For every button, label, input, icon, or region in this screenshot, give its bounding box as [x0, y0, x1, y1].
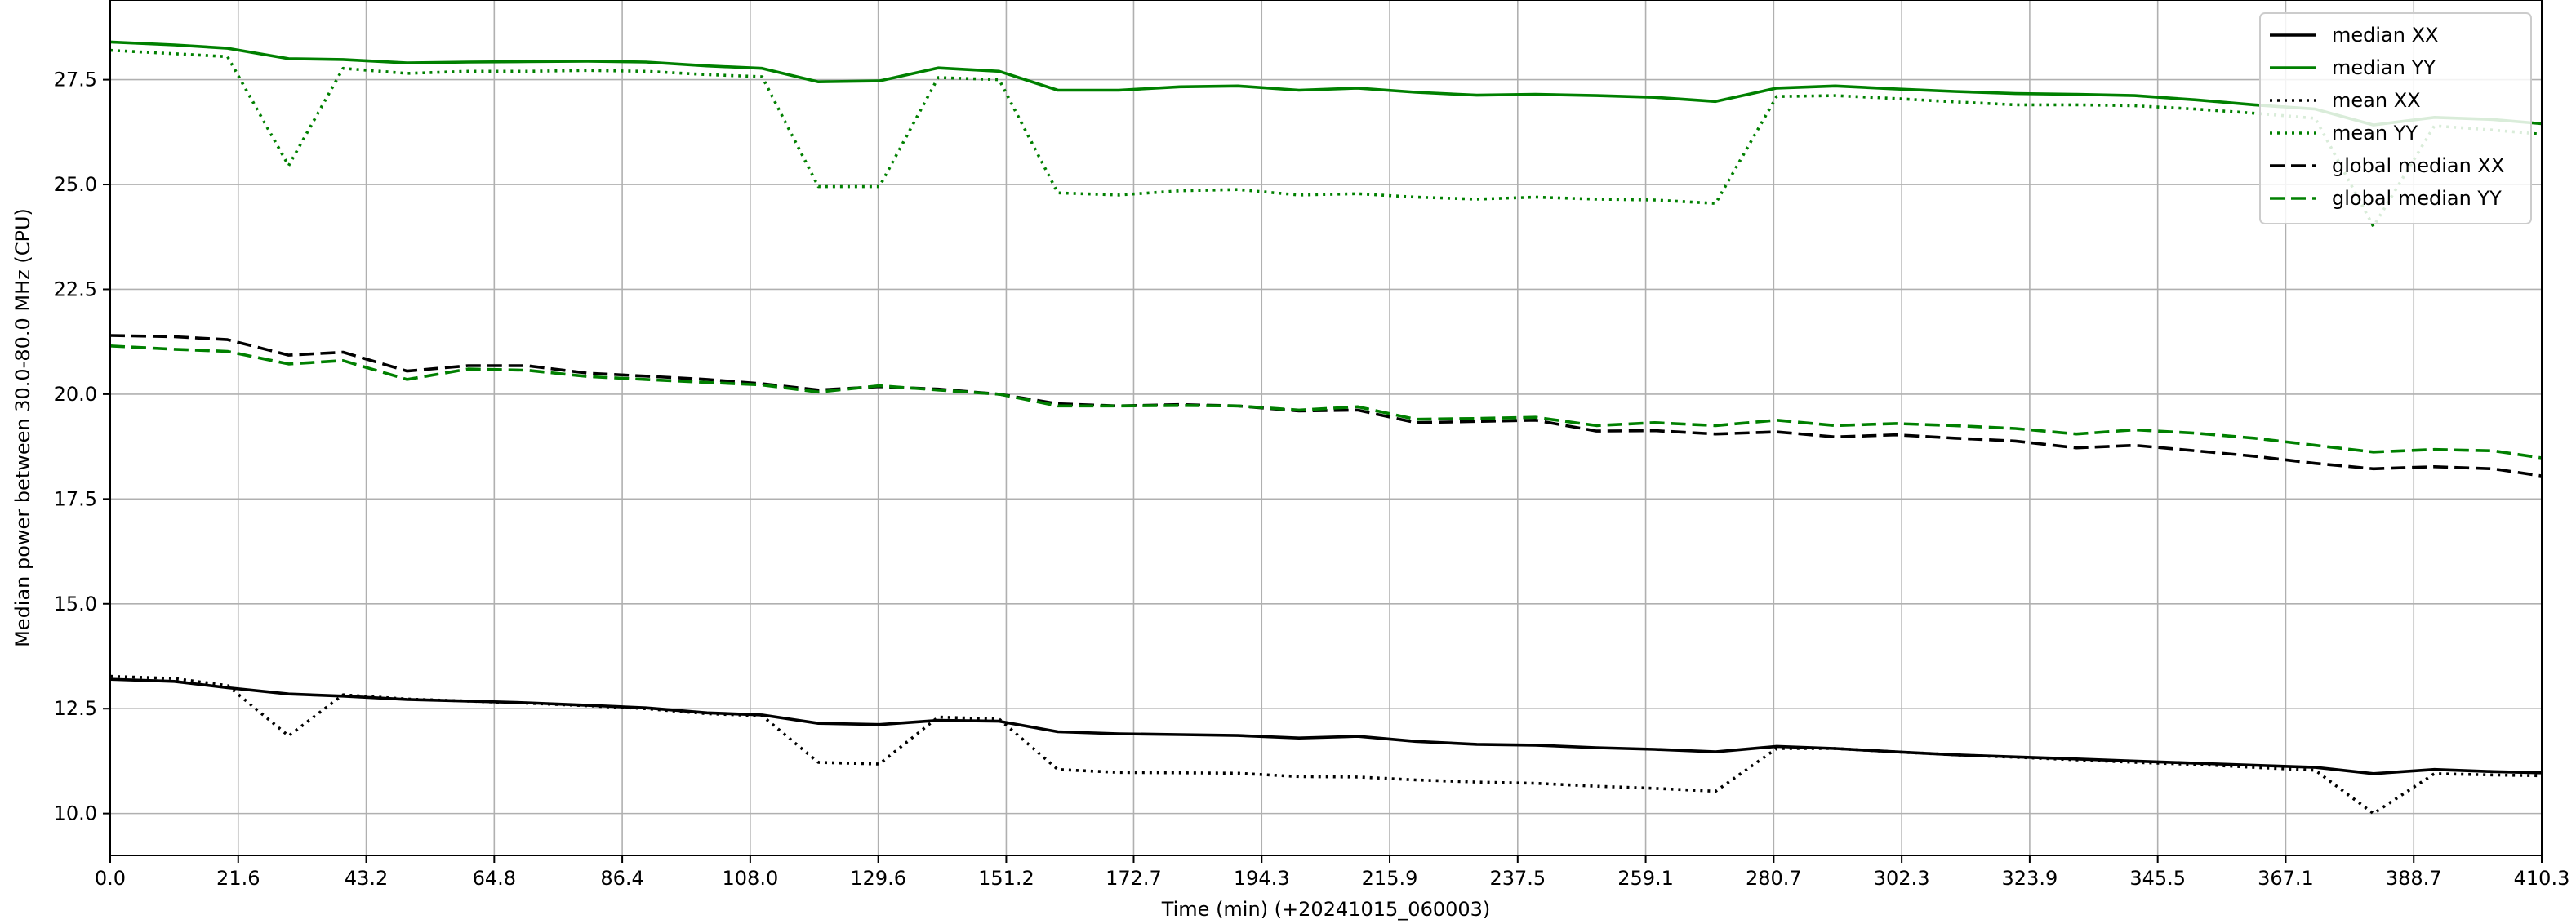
x-tick-label: 151.2	[978, 867, 1034, 890]
legend-box	[2259, 12, 2532, 224]
x-tick-label: 86.4	[600, 867, 643, 890]
plot-area	[110, 0, 2542, 855]
x-tick-label: 172.7	[1106, 867, 1162, 890]
plot-frame	[109, 0, 2543, 856]
x-tick-label: 237.5	[1489, 867, 1546, 890]
y-axis: 10.0 12.5 15.0 17.5 20.0 22.5 25.0 27.5	[54, 69, 110, 825]
legend-label: median XX	[2332, 24, 2438, 47]
y-tick-label: 17.5	[54, 487, 97, 510]
y-tick-label: 25.0	[54, 173, 97, 196]
series-line-global-median-yy	[109, 344, 2543, 460]
legend-label: mean YY	[2332, 122, 2418, 144]
legend-label: median YY	[2332, 56, 2436, 79]
x-tick-label: 323.9	[2002, 867, 2058, 890]
legend-label: global median XX	[2332, 154, 2504, 177]
y-tick-label: 20.0	[54, 383, 97, 406]
legend-label: mean XX	[2332, 89, 2421, 112]
y-tick-label: 15.0	[54, 593, 97, 615]
x-tick-label: 64.8	[473, 867, 516, 890]
x-tick-label: 108.0	[723, 867, 779, 890]
y-tick-label: 12.5	[54, 697, 97, 720]
x-tick-label: 345.5	[2129, 867, 2186, 890]
y-tick-label: 27.5	[54, 69, 97, 91]
x-tick-label: 259.1	[1617, 867, 1674, 890]
x-tick-label: 388.7	[2386, 867, 2442, 890]
x-tick-label: 215.9	[1362, 867, 1418, 890]
series-line-median-xx	[109, 677, 2543, 775]
series-layer	[109, 40, 2543, 815]
y-axis-label: Median power between 30.0-80.0 MHz (CPU)	[11, 208, 34, 647]
x-tick-label: 194.3	[1234, 867, 1290, 890]
x-tick-label: 43.2	[345, 867, 388, 890]
x-tick-label: 410.3	[2514, 867, 2570, 890]
series-line-global-median-xx	[109, 334, 2543, 478]
x-axis: 0.0 21.6 43.2 64.8 86.4 108.0 129.6 151.2 172.7 1…	[95, 855, 2569, 890]
x-axis-label: Time (min) (+20241015_060003)	[1161, 898, 1491, 921]
x-tick-label: 367.1	[2258, 867, 2314, 890]
y-tick-label: 10.0	[54, 802, 97, 825]
x-tick-label: 21.6	[216, 867, 260, 890]
legend: median XX median YY mean XX mean YY global m…	[2259, 12, 2532, 224]
x-tick-label: 129.6	[850, 867, 906, 890]
series-line-median-yy	[109, 40, 2543, 127]
y-tick-label: 22.5	[54, 278, 97, 300]
x-tick-label: 280.7	[1746, 867, 1802, 890]
x-tick-label: 0.0	[95, 867, 126, 890]
x-tick-label: 302.3	[1874, 867, 1930, 890]
legend-label: global median YY	[2332, 187, 2502, 210]
